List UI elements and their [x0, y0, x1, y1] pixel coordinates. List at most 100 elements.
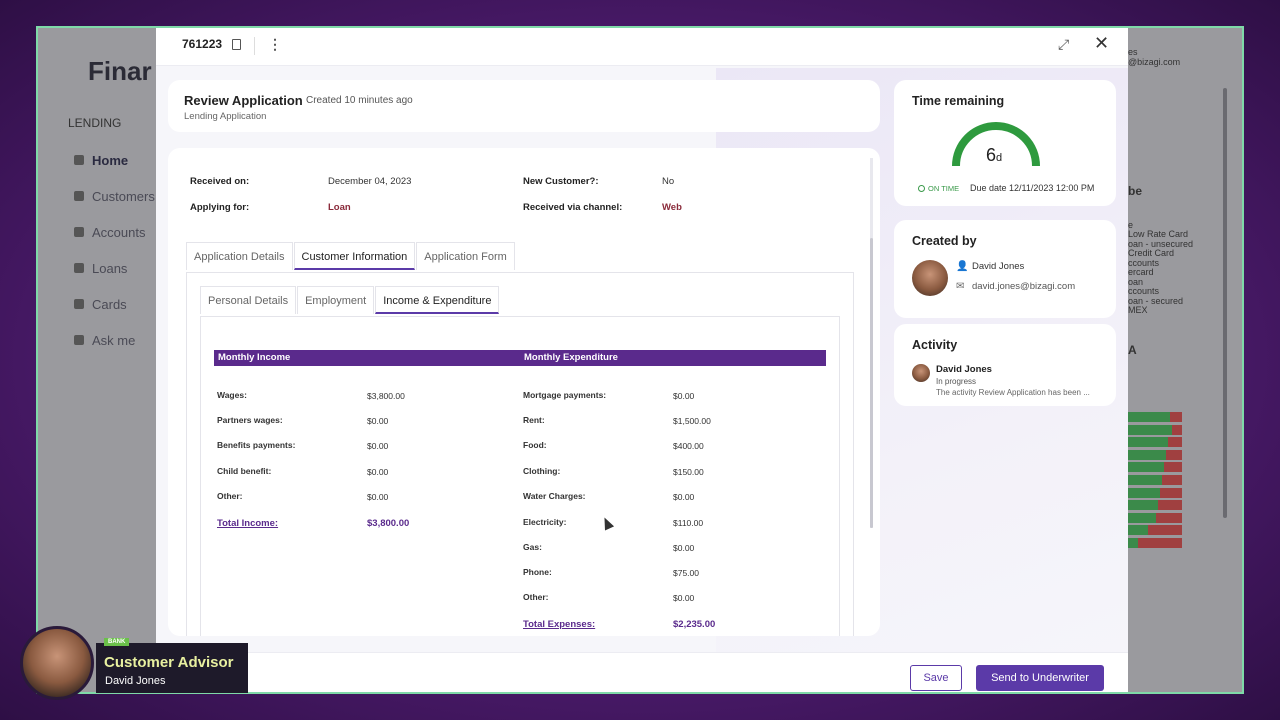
expense-label: Phone:	[523, 567, 552, 577]
created-by-card: Created by 👤 David Jones ✉ david.jones@biz…	[894, 220, 1116, 318]
more-options-icon[interactable]: ⋮	[268, 36, 282, 52]
time-gauge	[952, 122, 1040, 167]
time-remaining-title: Time remaining	[912, 94, 1005, 108]
expense-label: Water Charges:	[523, 491, 586, 501]
expense-value: $110.00	[673, 518, 704, 528]
income-label: Wages:	[217, 390, 247, 400]
income-label: Benefits payments:	[217, 440, 296, 450]
accounts-icon	[74, 227, 84, 237]
home-icon	[74, 155, 84, 165]
creator-email-row: ✉ david.jones@bizagi.com	[956, 281, 1075, 292]
nav-item-cards[interactable]: Cards	[74, 286, 155, 322]
tab-application-form[interactable]: Application Form	[416, 242, 515, 270]
presenter-name: David Jones	[105, 675, 166, 687]
user-icon: 👤	[956, 261, 969, 272]
creator-name-row: 👤 David Jones	[956, 261, 1024, 272]
inner-tabs: Personal Details Employment Income & Exp…	[200, 286, 500, 314]
monthly-expenditure-header: Monthly Expenditure	[524, 352, 618, 363]
expense-label: Clothing:	[523, 466, 561, 476]
nav-item-loans[interactable]: Loans	[74, 250, 155, 286]
activity-title: Activity	[912, 338, 958, 352]
background-scrollbar	[1223, 88, 1227, 518]
nav-section-label: LENDING	[68, 116, 122, 130]
outer-tabs: Application Details Customer Information…	[186, 242, 516, 270]
expense-value: $0.00	[673, 593, 695, 603]
expense-value: $400.00	[673, 441, 704, 451]
case-detail-card: Received on: December 04, 2023 New Custo…	[168, 148, 880, 636]
creator-name: David Jones	[972, 261, 1025, 272]
income-value: $0.00	[367, 441, 389, 451]
page-title: Review Application	[184, 93, 303, 108]
due-date: Due date 12/11/2023 12:00 PM	[970, 183, 1095, 193]
income-expenditure-header: Monthly Income Monthly Expenditure	[214, 350, 826, 366]
monthly-income-header: Monthly Income	[218, 352, 291, 363]
total-expenses-link[interactable]: Total Expenses:	[523, 619, 596, 630]
send-to-underwriter-button[interactable]: Send to Underwriter	[976, 665, 1104, 691]
bank-badge: BANK	[104, 638, 130, 646]
modal-header: 761223 ⋮ ⤢ ✕	[156, 28, 1128, 66]
received-on-label: Received on:	[190, 176, 250, 187]
tab-customer-information[interactable]: Customer Information	[293, 242, 416, 270]
received-on-value: December 04, 2023	[328, 176, 412, 187]
loans-icon	[74, 263, 84, 273]
tab-employment[interactable]: Employment	[297, 286, 375, 314]
income-value: $0.00	[367, 416, 389, 426]
applying-for-label: Applying for:	[190, 202, 250, 213]
channel-value: Web	[662, 202, 682, 213]
total-expenses-value: $2,235.00	[673, 619, 716, 630]
total-income-link[interactable]: Total Income:	[217, 518, 279, 529]
income-value: $0.00	[367, 492, 389, 502]
nav-item-accounts[interactable]: Accounts	[74, 214, 155, 250]
time-remaining-card: Time remaining 6d ON TIME Due date 12/11…	[894, 80, 1116, 206]
presenter-role: Customer Advisor	[104, 654, 234, 671]
expense-value: $1,500.00	[673, 416, 711, 426]
created-time: Created 10 minutes ago	[306, 95, 413, 106]
creator-email[interactable]: david.jones@bizagi.com	[972, 281, 1076, 292]
tab-personal-details[interactable]: Personal Details	[200, 286, 297, 314]
creator-avatar	[912, 260, 948, 296]
new-customer-value: No	[662, 176, 675, 187]
channel-label: Received via channel:	[523, 202, 623, 213]
total-income-value: $3,800.00	[367, 518, 410, 529]
expand-icon[interactable]: ⤢	[1058, 36, 1070, 52]
expense-value: $150.00	[673, 467, 704, 477]
activity-description: The activity Review Application has been…	[936, 388, 1090, 397]
screen-frame: Finar LENDING Home Customers Accounts Lo…	[36, 26, 1244, 694]
mail-icon: ✉	[956, 281, 965, 292]
customers-icon	[74, 191, 84, 201]
time-remaining-value: 6d	[986, 145, 1003, 165]
app-logo: Finar	[88, 56, 152, 86]
tab-income-expenditure[interactable]: Income & Expenditure	[375, 286, 500, 314]
tab-application-details[interactable]: Application Details	[186, 242, 293, 270]
expense-value: $75.00	[673, 568, 699, 578]
activity-card: Activity David Jones In progress The act…	[894, 324, 1116, 406]
nav-item-customers[interactable]: Customers	[74, 178, 155, 214]
nav-item-ask-me[interactable]: Ask me	[74, 322, 155, 358]
save-button[interactable]: Save	[910, 665, 962, 691]
income-label: Partners wages:	[217, 415, 283, 425]
status-dot-icon	[918, 185, 925, 192]
presenter-avatar	[20, 626, 94, 700]
scrollbar-thumb[interactable]	[870, 238, 873, 528]
expense-value: $0.00	[673, 492, 695, 502]
page-subtitle: Lending Application	[184, 111, 267, 122]
presenter-caption	[96, 643, 248, 693]
modal-footer: Save Send to Underwriter	[156, 652, 1128, 692]
close-icon[interactable]: ✕	[1094, 33, 1110, 53]
background-bar-chart	[1128, 412, 1182, 551]
activity-user: David Jones	[936, 364, 992, 375]
content-scrollbar[interactable]	[870, 158, 873, 528]
side-nav: Home Customers Accounts Loans Cards Ask …	[74, 142, 155, 358]
title-card: Review Application Created 10 minutes ag…	[168, 80, 880, 132]
expense-value: $0.00	[673, 543, 695, 553]
copy-icon[interactable]	[232, 39, 241, 50]
activity-avatar	[912, 364, 930, 382]
expense-label: Mortgage payments:	[523, 390, 607, 400]
nav-item-home[interactable]: Home	[74, 142, 155, 178]
created-by-title: Created by	[912, 234, 977, 248]
income-value: $3,800.00	[367, 391, 405, 401]
expense-label: Other:	[523, 592, 549, 602]
new-customer-label: New Customer?:	[523, 176, 599, 187]
income-label: Child benefit:	[217, 466, 272, 476]
ask-me-icon	[74, 335, 84, 345]
